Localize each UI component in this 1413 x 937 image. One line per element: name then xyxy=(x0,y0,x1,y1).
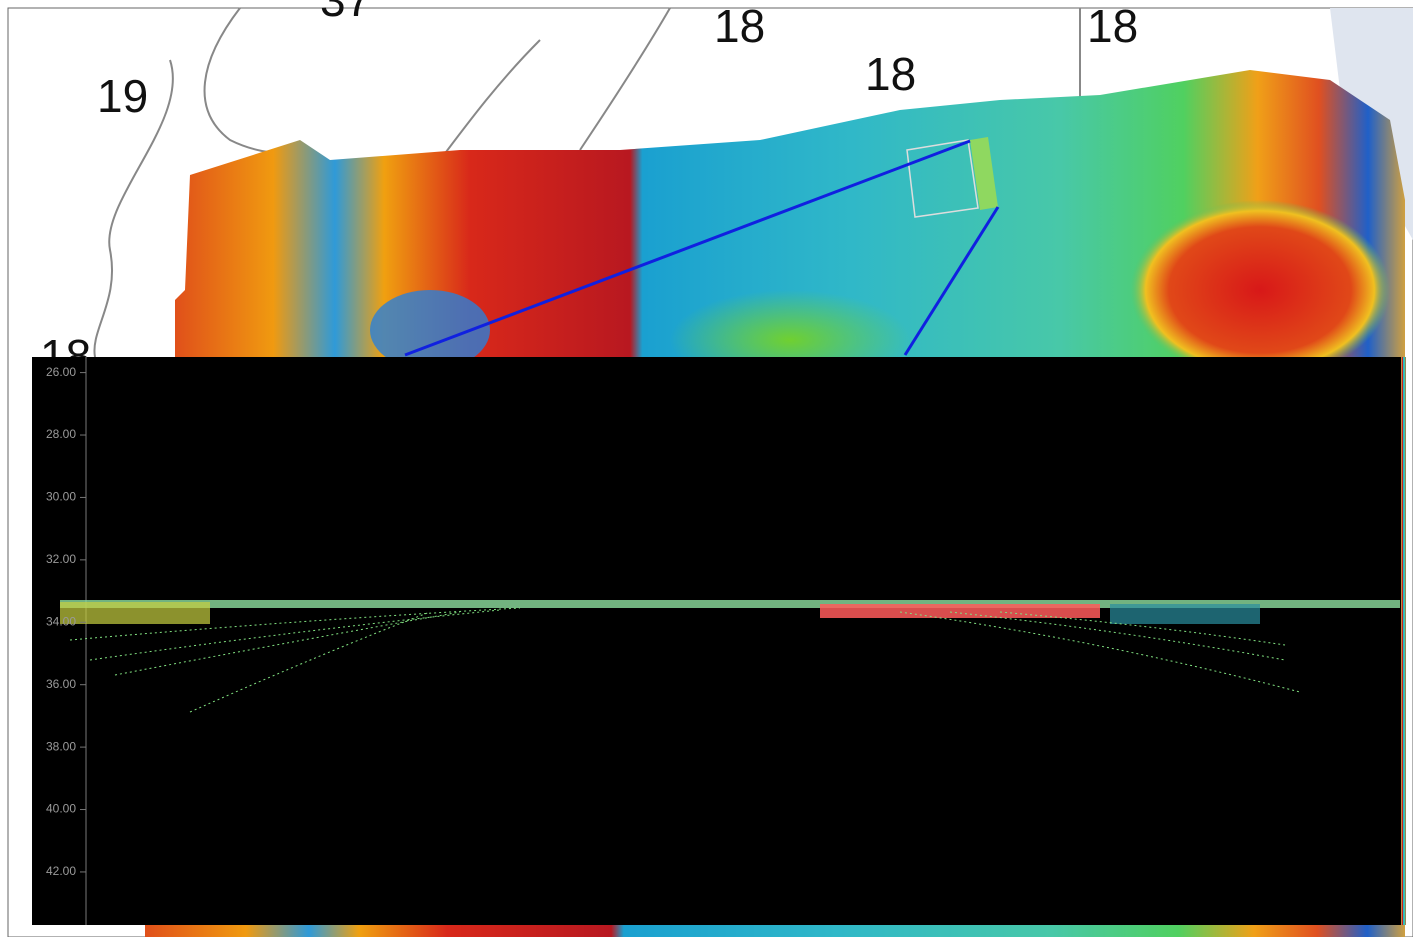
sounding: 18 xyxy=(1087,0,1138,52)
bathymetry-surface xyxy=(145,925,1405,937)
sounding: 37 xyxy=(320,0,371,26)
y-tick-label: 30.00 xyxy=(46,490,76,504)
y-tick-label: 34.00 xyxy=(46,614,76,628)
sounding: 18 xyxy=(865,48,916,100)
y-tick-label: 28.00 xyxy=(46,427,76,441)
y-tick-label: 42.00 xyxy=(46,864,76,878)
sounding: 19 xyxy=(97,70,148,122)
sounding: 18 xyxy=(714,0,765,52)
profile-panel: 26.00 28.00 30.00 32.00 34.00 36.00 38.00 40.00… xyxy=(32,357,1406,925)
map-view: 37 19 18 18 18 18 26.0028.0030.0032.0034… xyxy=(0,0,1413,937)
profile-background xyxy=(32,357,1401,925)
y-tick-label: 26.00 xyxy=(46,365,76,379)
y-tick-label: 32.00 xyxy=(46,552,76,566)
y-tick-label: 36.00 xyxy=(46,677,76,691)
shoal xyxy=(1130,200,1390,380)
y-tick-label: 38.00 xyxy=(46,739,76,753)
y-tick-label: 40.00 xyxy=(46,802,76,816)
color-strip xyxy=(1401,357,1406,925)
